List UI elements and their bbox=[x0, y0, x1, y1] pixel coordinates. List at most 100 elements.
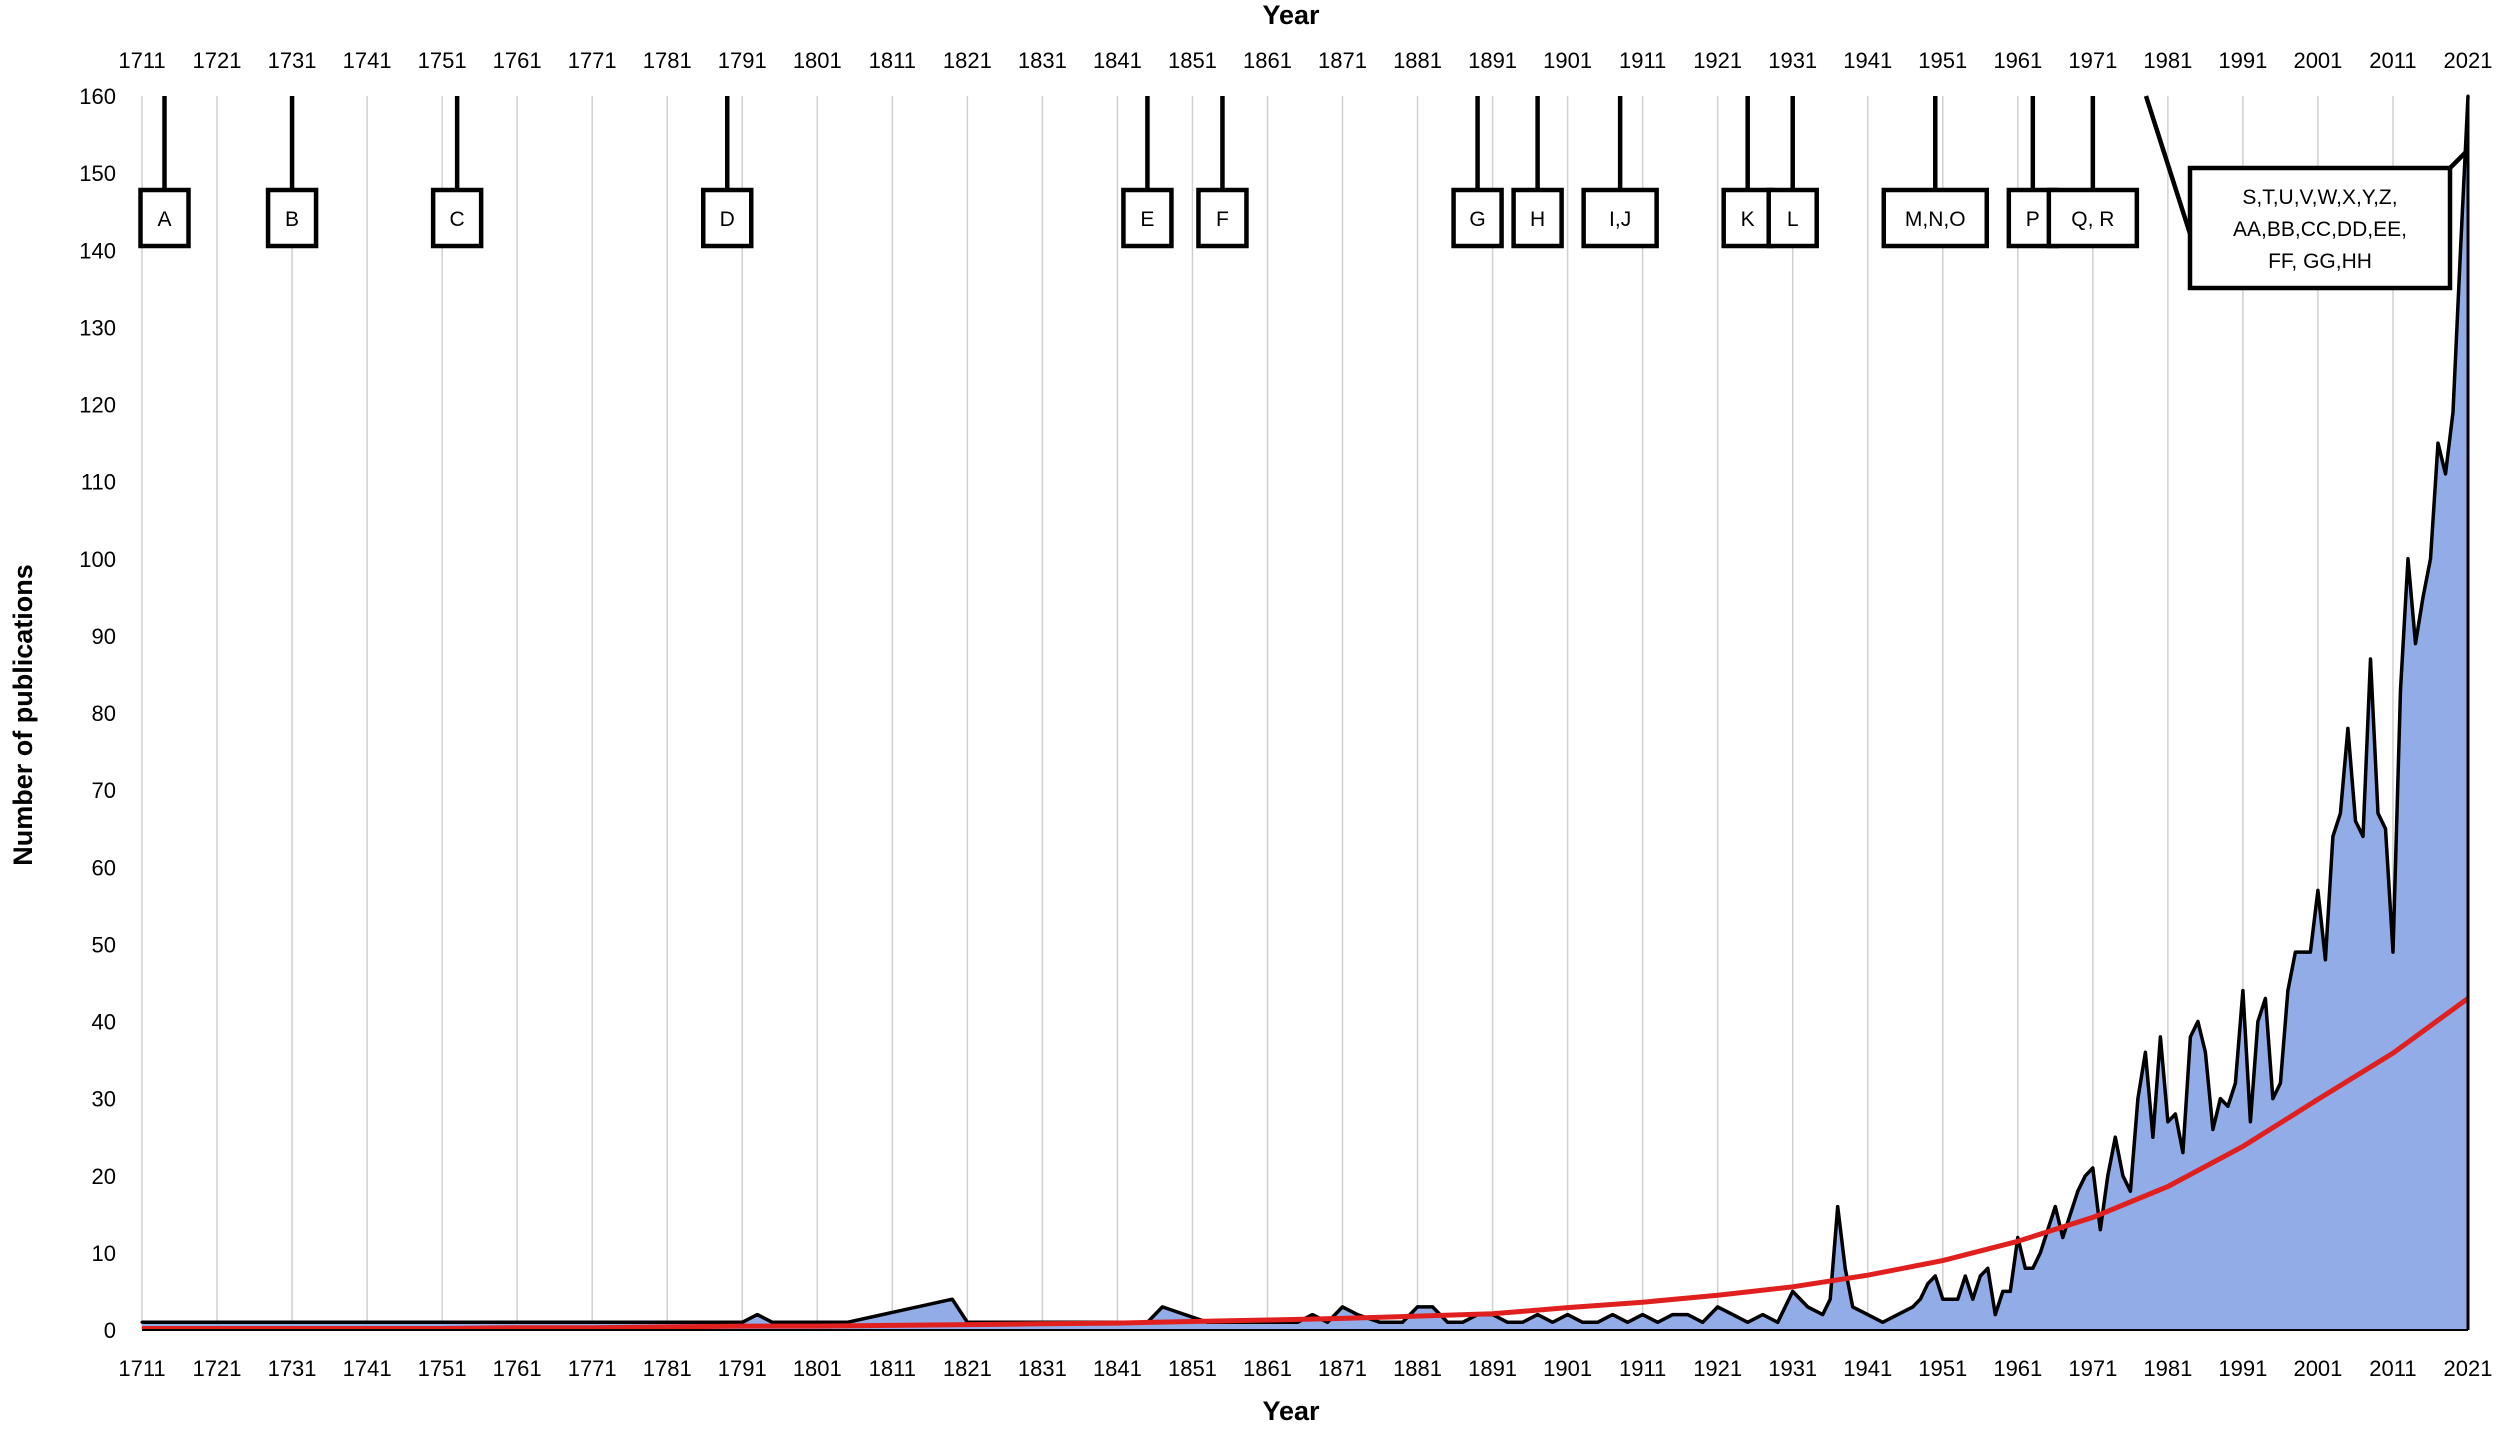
data-point-1938 bbox=[1843, 1266, 1847, 1270]
annotation-box bbox=[701, 187, 754, 249]
x-tick-top-2021: 2021 bbox=[2444, 48, 2493, 73]
x-tick-top-1991: 1991 bbox=[2218, 48, 2267, 73]
x-tick-top-1741: 1741 bbox=[343, 48, 392, 73]
x-tick-bottom-1921: 1921 bbox=[1693, 1356, 1742, 1381]
annotation-label: M,N,O bbox=[1905, 208, 1966, 231]
x-tick-top-1931: 1931 bbox=[1768, 48, 1817, 73]
annotation-label: P bbox=[2026, 208, 2040, 231]
data-point-1887 bbox=[1461, 1320, 1465, 1324]
data-point-1899 bbox=[1551, 1320, 1555, 1324]
x-tick-bottom-2011: 2011 bbox=[2369, 1356, 2416, 1381]
x-tick-top-1911: 1911 bbox=[1619, 48, 1666, 73]
data-point-2003 bbox=[2331, 834, 2335, 838]
data-point-2017 bbox=[2436, 441, 2440, 445]
annotation-box bbox=[1451, 187, 1504, 249]
x-tick-bottom-1871: 1871 bbox=[1318, 1356, 1367, 1381]
x-tick-top-1951: 1951 bbox=[1918, 48, 1967, 73]
annotation-d: D bbox=[701, 96, 754, 249]
data-point-1971 bbox=[2091, 1166, 2095, 1170]
x-tick-bottom-1771: 1771 bbox=[568, 1356, 617, 1381]
x-tick-bottom-1881: 1881 bbox=[1393, 1356, 1442, 1381]
annotation-label: D bbox=[720, 208, 735, 231]
annotation-b: B bbox=[265, 96, 319, 249]
x-tick-bottom-1901: 1901 bbox=[1543, 1356, 1592, 1381]
data-point-1970 bbox=[2083, 1174, 2087, 1178]
x-tick-bottom-1821: 1821 bbox=[943, 1356, 992, 1381]
data-point-1994 bbox=[2263, 996, 2267, 1000]
data-point-1985 bbox=[2196, 1020, 2200, 1023]
data-point-2011 bbox=[2391, 950, 2395, 954]
data-point-1974 bbox=[2113, 1135, 2117, 1139]
trend-line-group bbox=[142, 996, 2470, 1331]
data-point-1945 bbox=[1896, 1313, 1900, 1317]
annotation-h: H bbox=[1511, 96, 1564, 249]
data-point-1950 bbox=[1933, 1274, 1937, 1278]
annotation-box bbox=[1121, 187, 1174, 249]
y-tick-50: 50 bbox=[92, 932, 116, 957]
data-point-2007 bbox=[2361, 834, 2365, 838]
data-point-1975 bbox=[2121, 1174, 2125, 1178]
data-point-1935 bbox=[1821, 1313, 1825, 1317]
data-point-1972 bbox=[2098, 1228, 2102, 1232]
x-tick-top-1811: 1811 bbox=[869, 48, 916, 73]
data-point-1871 bbox=[1341, 1305, 1344, 1309]
data-point-1905 bbox=[1596, 1320, 1600, 1324]
data-point-2008 bbox=[2369, 657, 2372, 661]
x-tick-top-1891: 1891 bbox=[1468, 48, 1517, 73]
data-point-1885 bbox=[1446, 1320, 1450, 1324]
data-point-1909 bbox=[1626, 1320, 1630, 1324]
annotation-l: L bbox=[1766, 96, 1819, 249]
annotation-box bbox=[430, 187, 484, 249]
data-point-1929 bbox=[1776, 1320, 1780, 1324]
data-point-1987 bbox=[2211, 1128, 2215, 1131]
data-point-1913 bbox=[1656, 1320, 1660, 1324]
data-point-1927 bbox=[1761, 1313, 1765, 1317]
y-tick-0: 0 bbox=[104, 1318, 116, 1343]
annotation-box bbox=[2046, 187, 2140, 249]
data-point-1819 bbox=[950, 1297, 954, 1301]
data-point-1956 bbox=[1978, 1274, 1982, 1278]
data-point-1977 bbox=[2136, 1097, 2140, 1101]
x-tick-top-1871: 1871 bbox=[1318, 48, 1367, 73]
x-tick-top-1981: 1981 bbox=[2143, 48, 2192, 73]
x-tick-bottom-1751: 1751 bbox=[418, 1356, 467, 1381]
data-point-1903 bbox=[1581, 1320, 1585, 1324]
data-point-1907 bbox=[1611, 1313, 1615, 1317]
y-tick-80: 80 bbox=[92, 701, 116, 726]
y-tick-20: 20 bbox=[92, 1164, 116, 1189]
data-point-1791 bbox=[740, 1320, 744, 1324]
y-tick-120: 120 bbox=[79, 393, 116, 418]
data-point-1996 bbox=[2278, 1081, 2282, 1085]
data-point-1952 bbox=[1948, 1297, 1952, 1301]
data-point-2001 bbox=[2316, 888, 2320, 892]
x-axis-title-bottom: Year bbox=[1262, 1396, 1320, 1426]
data-point-1876 bbox=[1378, 1320, 1382, 1324]
x-tick-bottom-1781: 1781 bbox=[643, 1356, 692, 1381]
x-tick-top-1921: 1921 bbox=[1693, 48, 1742, 73]
annotation-label: B bbox=[285, 208, 299, 231]
data-point-1911 bbox=[1641, 1313, 1645, 1317]
data-point-1893 bbox=[1506, 1320, 1510, 1324]
x-tick-bottom-2021: 2021 bbox=[2444, 1356, 2493, 1381]
data-point-2018 bbox=[2444, 472, 2447, 476]
x-tick-bottom-1891: 1891 bbox=[1468, 1356, 1517, 1381]
x-axis-title-top: Year bbox=[1262, 0, 1320, 30]
x-tick-labels-bottom: 1711 1721 1731 1741 1751 1761 1771 1781 1791 1801… bbox=[118, 1356, 2492, 1381]
annotation-box bbox=[138, 187, 191, 249]
data-point-1966 bbox=[2053, 1205, 2057, 1209]
x-tick-top-1711: 1711 bbox=[118, 48, 165, 73]
annotation-box bbox=[265, 187, 319, 249]
y-tick-90: 90 bbox=[92, 624, 116, 649]
x-tick-top-1941: 1941 bbox=[1843, 48, 1892, 73]
data-point-1953 bbox=[1956, 1297, 1960, 1301]
data-point-1982 bbox=[2173, 1112, 2177, 1116]
y-tick-160: 160 bbox=[79, 84, 116, 109]
y-tick-150: 150 bbox=[79, 161, 116, 186]
data-point-1923 bbox=[1731, 1313, 1735, 1317]
x-tick-bottom-1931: 1931 bbox=[1768, 1356, 1817, 1381]
x-tick-bottom-1991: 1991 bbox=[2218, 1356, 2267, 1381]
data-point-1979 bbox=[2151, 1135, 2155, 1139]
data-point-1980 bbox=[2158, 1035, 2162, 1039]
data-point-2002 bbox=[2323, 958, 2327, 962]
data-point-1949 bbox=[1926, 1282, 1930, 1286]
